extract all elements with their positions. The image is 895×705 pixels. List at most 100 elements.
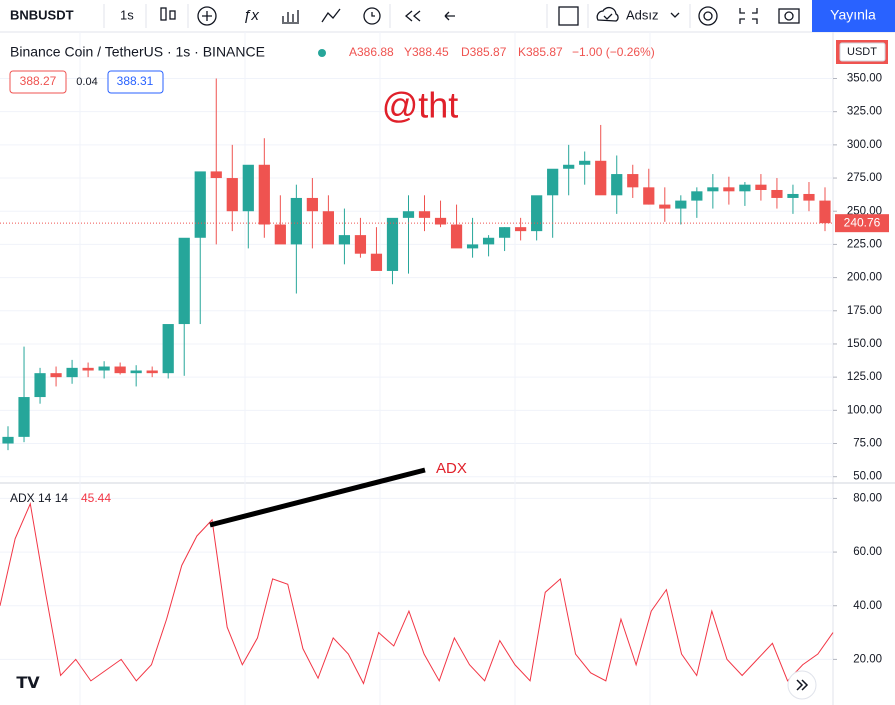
- y-tick-label: 100.00: [847, 404, 882, 416]
- candle-body: [675, 200, 687, 209]
- scroll-icon[interactable]: [796, 679, 809, 691]
- publish-button[interactable]: [812, 0, 895, 32]
- spread: 0.04: [76, 76, 97, 88]
- legend-change: −1.00 (−0.26%): [572, 45, 655, 59]
- candle-body: [322, 211, 335, 245]
- candle-body: [82, 367, 94, 371]
- y-tick-label: 225.00: [847, 238, 882, 250]
- legend-high: Y388.45: [404, 45, 449, 59]
- legend-low: D385.87: [461, 45, 507, 59]
- y-tick-label: 60.00: [853, 546, 882, 558]
- annotation-label: ADX: [436, 460, 467, 477]
- candle-body: [306, 197, 318, 212]
- layout-name[interactable]: Adsız: [626, 7, 659, 22]
- candle-body: [498, 227, 511, 238]
- interval[interactable]: 1s: [120, 7, 134, 22]
- plot: 50.00 75.00 100.00 125.00 150.00 175.00 200.00…: [0, 32, 889, 705]
- candle-body: [482, 237, 495, 245]
- candle-body: [659, 204, 671, 209]
- currency-box[interactable]: [839, 42, 886, 62]
- candle-body: [515, 227, 527, 232]
- fx-icon[interactable]: ƒx: [243, 7, 259, 24]
- candle-body: [787, 193, 799, 198]
- y-tick-label: 75.00: [853, 438, 882, 450]
- candle-body: [434, 217, 447, 225]
- candle-body: [691, 191, 703, 201]
- indicator-name: ADX 14 14: [10, 491, 68, 505]
- y-tick-label: 125.00: [847, 371, 882, 383]
- candle-body: [819, 200, 831, 224]
- candle-body: [274, 224, 286, 245]
- candle-body: [402, 211, 415, 218]
- candle-body: [418, 211, 431, 218]
- last-price: 240.76: [844, 215, 881, 229]
- y-tick-label: 80.00: [853, 492, 882, 504]
- logo[interactable]: 𝗧𝗩: [16, 675, 40, 692]
- y-tick-label: 20.00: [853, 653, 882, 665]
- y-tick-label: 325.00: [847, 106, 882, 118]
- indicator-value: 45.44: [81, 491, 111, 505]
- candle-body: [242, 164, 254, 212]
- last-price-box: [835, 214, 889, 233]
- candle-body: [258, 164, 270, 225]
- toolbar-icons[interactable]: [160, 6, 800, 26]
- annotation-arrow: [209, 467, 426, 528]
- candle-body: [579, 160, 591, 165]
- symbol[interactable]: BNBUSDT: [10, 7, 74, 22]
- y-tick-label: 350.00: [847, 73, 882, 85]
- ask-box[interactable]: [107, 70, 164, 94]
- candle-body: [771, 189, 783, 198]
- candle-body: [354, 235, 367, 254]
- y-tick-label: 50.00: [853, 471, 882, 483]
- toolbar-separators: [103, 4, 691, 28]
- legend-title: Binance Coin / TetherUS · 1s · BINANCE: [10, 44, 265, 60]
- candle-body: [226, 178, 238, 212]
- legend-close: K385.87: [518, 45, 563, 59]
- candle-body: [18, 397, 30, 437]
- y-tick-label: 275.00: [847, 172, 882, 184]
- candle-body: [547, 168, 559, 196]
- candle-body: [563, 164, 575, 169]
- watermark: @tht: [382, 85, 459, 126]
- candle-body: [450, 224, 463, 249]
- candle-body: [531, 195, 543, 232]
- bid[interactable]: 388.27: [20, 74, 57, 88]
- candle-body: [739, 184, 751, 192]
- candle-body: [98, 366, 110, 371]
- candle-body: [210, 171, 222, 179]
- candle-body: [146, 370, 158, 374]
- candle-body: [466, 244, 479, 249]
- candle-body: [611, 174, 623, 196]
- candle-body: [707, 187, 719, 192]
- candle-body: [66, 367, 78, 378]
- candle-body: [114, 366, 126, 374]
- candle-body: [627, 174, 639, 188]
- y-tick-label: 175.00: [847, 305, 882, 317]
- candle-body: [723, 187, 735, 192]
- currency[interactable]: USDT: [847, 46, 877, 58]
- candle-body: [50, 373, 62, 378]
- candle-body: [130, 370, 142, 374]
- candle-body: [2, 436, 14, 444]
- candle-body: [803, 193, 815, 201]
- candle-body: [643, 187, 655, 205]
- candle-body: [194, 171, 206, 238]
- candle-body: [34, 373, 46, 398]
- candle-body: [595, 160, 607, 196]
- indicator-line: [0, 502, 834, 685]
- legend-open: A386.88: [349, 45, 394, 59]
- bid-box[interactable]: [9, 70, 67, 94]
- candle-body: [338, 235, 351, 245]
- candle-body: [386, 217, 399, 271]
- candle-body: [290, 197, 302, 245]
- market-status: [318, 49, 326, 57]
- ask[interactable]: 388.31: [117, 74, 154, 88]
- candle-body: [162, 324, 174, 374]
- candle-body: [178, 237, 190, 325]
- y-tick-label: 200.00: [847, 272, 882, 284]
- y-tick-label: 40.00: [853, 600, 882, 612]
- y-tick-label: 300.00: [847, 139, 882, 151]
- candle-body: [755, 184, 767, 190]
- publish-label[interactable]: Yayınla: [830, 7, 876, 23]
